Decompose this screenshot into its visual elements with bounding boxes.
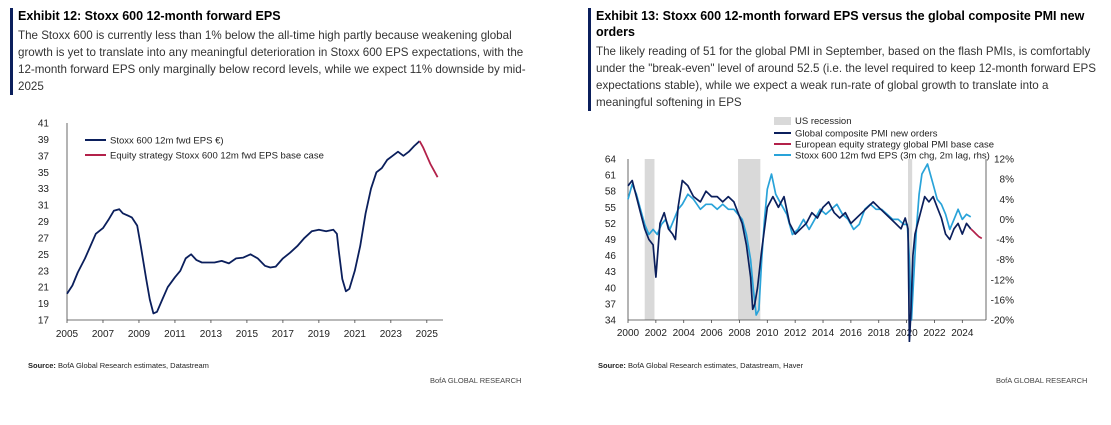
legend-label-0: Stoxx 600 12m fwd EPS €) [110, 136, 224, 147]
x-tick-label: 2016 [840, 328, 863, 339]
series-line-2 [627, 163, 972, 321]
exhibit-12-description: The Stoxx 600 is currently less than 1% … [18, 29, 526, 93]
y-tick-label: 33 [38, 184, 50, 195]
x-tick-label: 2022 [923, 328, 946, 339]
y-left-tick-label: 46 [605, 251, 617, 262]
y-right-tick-label: 12% [994, 155, 1014, 166]
series-line-1 [418, 140, 439, 178]
exhibit-12-panel: Exhibit 12: Stoxx 600 12-month forward E… [0, 0, 540, 425]
y-right-tick-label: 4% [1000, 195, 1015, 206]
y-left-tick-label: 55 [605, 203, 617, 214]
x-tick-label: 2024 [951, 328, 974, 339]
exhibit-12-source-text: BofA Global Research estimates, Datastre… [58, 361, 209, 370]
x-tick-label: 2007 [92, 329, 115, 340]
y-right-tick-label: 0% [1000, 215, 1015, 226]
legend-label-1: European equity strategy global PMI base… [795, 140, 994, 151]
y-left-tick-label: 43 [605, 267, 617, 278]
x-tick-label: 2000 [617, 328, 640, 339]
y-left-tick-label: 52 [605, 219, 617, 230]
y-left-tick-label: 64 [605, 155, 617, 166]
exhibit-13-brand: BofA GLOBAL RESEARCH [996, 376, 1088, 385]
x-tick-label: 2017 [272, 329, 295, 340]
x-tick-label: 2009 [128, 329, 151, 340]
x-tick-label: 2010 [756, 328, 779, 339]
x-tick-label: 2023 [380, 329, 403, 340]
y-right-tick-label: -12% [991, 275, 1014, 286]
y-left-tick-label: 34 [605, 316, 617, 327]
exhibit-12-source-label: Source: [28, 361, 56, 370]
x-tick-label: 2011 [164, 329, 186, 340]
legend-label-recession: US recession [795, 116, 852, 127]
x-tick-label: 2012 [784, 328, 807, 339]
x-tick-label: 2014 [812, 328, 835, 339]
x-tick-label: 2004 [673, 328, 696, 339]
y-left-tick-label: 40 [605, 283, 617, 294]
x-tick-label: 2020 [895, 328, 918, 339]
series-line-1 [970, 228, 983, 240]
y-tick-label: 29 [38, 217, 50, 228]
x-tick-label: 2006 [700, 328, 723, 339]
y-tick-label: 21 [38, 283, 50, 294]
recession-band-1 [738, 159, 761, 320]
legend-label-0: Global composite PMI new orders [795, 129, 938, 140]
y-right-tick-label: -20% [991, 316, 1014, 327]
y-left-tick-label: 49 [605, 235, 617, 246]
y-tick-label: 25 [38, 250, 50, 261]
y-tick-label: 17 [38, 316, 50, 327]
exhibit-12-header: Exhibit 12: Stoxx 600 12-month forward E… [10, 8, 533, 95]
y-right-tick-label: -16% [991, 295, 1014, 306]
y-left-tick-label: 37 [605, 299, 617, 310]
y-left-tick-label: 58 [605, 187, 617, 198]
recession-band-2 [907, 159, 913, 320]
y-tick-label: 23 [38, 266, 50, 277]
legend-label-2: Stoxx 600 12m fwd EPS (3m chg, 2m lag, r… [795, 151, 990, 162]
y-tick-label: 39 [38, 135, 50, 146]
y-right-tick-label: 8% [1000, 175, 1015, 186]
exhibit-13-source-label: Source: [598, 361, 626, 370]
y-tick-label: 37 [38, 151, 50, 162]
y-tick-label: 19 [38, 299, 50, 310]
y-tick-label: 27 [38, 233, 50, 244]
y-right-tick-label: -4% [996, 235, 1014, 246]
exhibit-12-brand: BofA GLOBAL RESEARCH [430, 376, 522, 385]
y-left-tick-label: 61 [605, 171, 617, 182]
y-tick-label: 31 [38, 201, 50, 212]
exhibit-13-header: Exhibit 13: Stoxx 600 12-month forward E… [588, 8, 1101, 111]
exhibit-13-panel: Exhibit 13: Stoxx 600 12-month forward E… [578, 0, 1111, 425]
x-tick-label: 2015 [236, 329, 259, 340]
x-tick-label: 2013 [200, 329, 223, 340]
x-tick-label: 2025 [416, 329, 439, 340]
legend-label-1: Equity strategy Stoxx 600 12m fwd EPS ba… [110, 151, 324, 162]
y-tick-label: 41 [38, 119, 50, 130]
exhibit-12-chart: 17 19 21 23 25 27 29 31 33 35 37 39 41 2005 2007 2009 20… [38, 119, 443, 340]
x-tick-label: 2008 [728, 328, 751, 339]
x-tick-label: 2021 [344, 329, 367, 340]
x-tick-label: 2005 [56, 329, 79, 340]
x-tick-label: 2019 [308, 329, 331, 340]
exhibit-13-source-text: BofA Global Research estimates, Datastre… [628, 361, 804, 370]
exhibit-12-title: Exhibit 12: Stoxx 600 12-month forward E… [18, 9, 281, 23]
y-right-tick-label: -8% [996, 255, 1014, 266]
exhibit-13-chart: 34 37 40 43 46 49 52 55 58 61 64 -20% -16% -12% -8% -4%… [605, 116, 1015, 342]
series-line-0 [66, 140, 421, 315]
x-tick-label: 2018 [868, 328, 891, 339]
series-line-0 [627, 179, 972, 342]
exhibit-13-source: Source: BofA Global Research estimates, … [598, 361, 803, 370]
exhibit-12-source: Source: BofA Global Research estimates, … [28, 361, 209, 370]
x-tick-label: 2002 [645, 328, 668, 339]
exhibit-13-description: The likely reading of 51 for the global … [596, 45, 1096, 109]
y-tick-label: 35 [38, 168, 50, 179]
legend-swatch-recession [774, 117, 791, 125]
exhibit-13-title: Exhibit 13: Stoxx 600 12-month forward E… [596, 9, 1085, 39]
